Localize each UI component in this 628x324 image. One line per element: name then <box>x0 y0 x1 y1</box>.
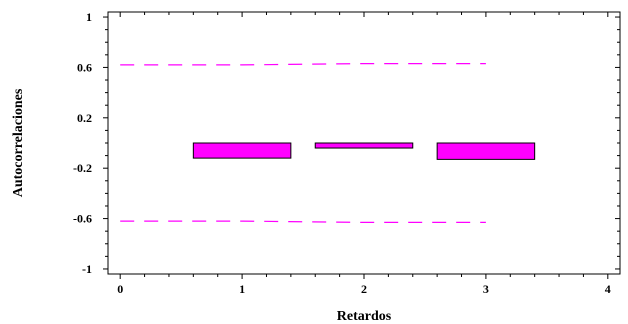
x-tick-label: 0 <box>117 282 123 296</box>
y-tick-label: 1 <box>86 10 92 24</box>
bars-layer <box>192 142 536 160</box>
upper-limit-line <box>120 62 486 66</box>
x-tick-label: 3 <box>483 282 489 296</box>
x-tick-label: 4 <box>605 282 611 296</box>
x-tick-label: 1 <box>239 282 245 296</box>
y-tick-label: 0.6 <box>77 60 92 74</box>
y-tick-label: -1 <box>82 262 92 276</box>
lower-limit-line <box>120 220 486 223</box>
x-axis: 0 1 2 3 4 <box>117 12 611 296</box>
y-tick-label: 0.2 <box>77 111 92 125</box>
y-tick-label: -0.6 <box>73 212 92 226</box>
y-axis: -1 -0.6 -0.2 0.2 0.6 1 <box>73 10 620 276</box>
x-tick-label: 2 <box>361 282 367 296</box>
bar-lag-2 <box>314 142 414 149</box>
y-axis-title: Autocorrelaciones <box>11 88 26 197</box>
bar-lag-1 <box>192 142 292 159</box>
bar-lag-3 <box>436 142 536 160</box>
x-axis-title: Retardos <box>337 309 392 324</box>
y-tick-label: -0.2 <box>73 161 92 175</box>
limits-layer <box>120 62 486 223</box>
